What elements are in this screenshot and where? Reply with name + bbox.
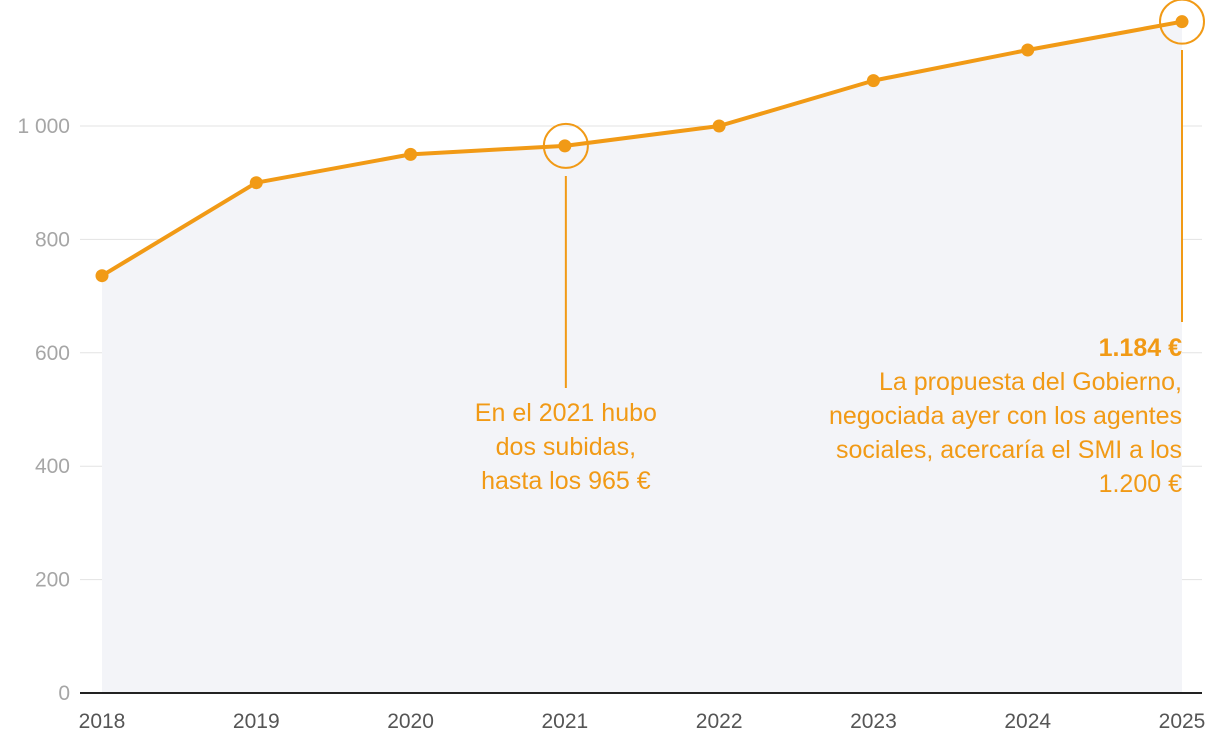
y-tick-label: 200 — [35, 569, 70, 592]
data-points — [95, 15, 1189, 283]
annotation-text-2025: sociales, acercaría el SMI a los — [836, 436, 1182, 464]
annotation-text-2025: 1.200 € — [1099, 470, 1183, 498]
data-point — [249, 176, 263, 190]
y-tick-label: 800 — [35, 228, 70, 251]
x-tick-label: 2024 — [1004, 710, 1051, 733]
series-line-layer — [100, 19, 1184, 278]
x-tick-label: 2025 — [1159, 710, 1206, 733]
x-tick-label: 2018 — [79, 710, 126, 733]
annotation-text-2021: hasta los 965 € — [481, 467, 651, 495]
series-line — [100, 19, 1184, 278]
data-point — [558, 139, 572, 153]
data-point — [866, 74, 880, 88]
highlight-ring-2021 — [542, 122, 589, 169]
x-tick-label: 2021 — [541, 710, 588, 733]
x-tick-label: 2020 — [387, 710, 434, 733]
y-tick-label: 400 — [35, 455, 70, 478]
annotation-text-2021: En el 2021 hubo — [475, 399, 657, 427]
annotation-text-2025: La propuesta del Gobierno, — [879, 368, 1182, 396]
annotation-text-2025: negociada ayer con los agentes — [829, 402, 1182, 430]
highlight-ring-2025 — [1159, 0, 1205, 45]
annotation-title-2025: 1.184 € — [1099, 334, 1183, 362]
y-tick-label: 1 000 — [17, 115, 70, 138]
data-point — [1021, 43, 1035, 57]
axes: 0 200 400 600 800 1 000 2018 2019 2020 2021 2022 20… — [17, 115, 1205, 733]
data-point — [404, 147, 418, 161]
area-fill-layer — [102, 21, 1182, 694]
y-tick-label: 0 — [58, 682, 70, 705]
y-tick-label: 600 — [35, 342, 70, 365]
annotation-text-2021: dos subidas, — [496, 433, 636, 461]
annotations: En el 2021 hubo dos subidas, hasta los 965… — [475, 0, 1205, 498]
data-point — [1175, 15, 1189, 29]
data-point — [95, 269, 109, 283]
area-fill — [102, 21, 1182, 694]
x-tick-label: 2022 — [696, 710, 743, 733]
x-tick-label: 2023 — [850, 710, 897, 733]
data-point — [712, 119, 726, 133]
x-tick-label: 2019 — [233, 710, 280, 733]
